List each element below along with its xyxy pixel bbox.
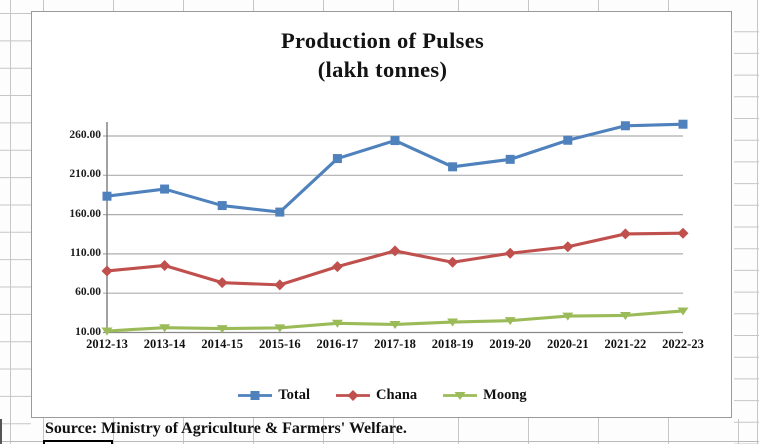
selected-cell[interactable] xyxy=(43,440,113,444)
x-axis-label: 2014-15 xyxy=(201,337,244,351)
data-point-marker xyxy=(347,389,359,401)
x-axis-label: 2012-13 xyxy=(86,337,128,351)
legend-label: Total xyxy=(278,386,311,403)
chart-title: Production of Pulses (lakh tonnes) xyxy=(31,26,734,84)
source-note-cell[interactable]: Source: Ministry of Agriculture & Farmer… xyxy=(45,420,407,437)
chart-legend: Total Chana Moong xyxy=(31,386,734,404)
y-axis-tick-label: 60.00 xyxy=(75,286,101,299)
legend-label: Moong xyxy=(483,386,527,403)
y-axis-tick-label: 260.00 xyxy=(69,129,101,141)
legend-marker-triangle-down-icon xyxy=(443,391,478,400)
x-axis-label: 2015-16 xyxy=(258,337,301,351)
x-axis-label: 2017-18 xyxy=(374,337,416,351)
legend-marker-square-icon xyxy=(238,390,273,400)
chart-title-line2: (lakh tonnes) xyxy=(317,57,448,82)
data-point-marker xyxy=(250,390,260,400)
x-axis-label: 2021-22 xyxy=(604,337,647,351)
chart-title-line1: Production of Pulses xyxy=(280,28,485,53)
x-axis-label: 2013-14 xyxy=(143,337,186,351)
y-axis-tick-label: 210.00 xyxy=(69,168,101,181)
legend-item-chana[interactable]: Chana xyxy=(336,387,417,404)
y-axis-tick-label: 10.00 xyxy=(75,325,101,338)
legend-marker-diamond-icon xyxy=(336,389,371,401)
x-axis-label: 2020-21 xyxy=(546,337,589,351)
legend-label: Chana xyxy=(376,386,418,403)
legend-item-total[interactable]: Total xyxy=(238,387,310,404)
x-axis-label: 2018-19 xyxy=(431,337,474,351)
legend-item-moong[interactable]: Moong xyxy=(443,387,527,404)
x-axis-label: 2019-20 xyxy=(489,337,532,351)
y-axis-tick-label: 160.00 xyxy=(69,207,101,220)
x-axis-label: 2016-17 xyxy=(316,337,359,351)
y-axis-tick-label: 110.00 xyxy=(70,246,101,259)
data-point-marker xyxy=(454,391,466,400)
x-axis-label: 2022-23 xyxy=(662,337,704,351)
